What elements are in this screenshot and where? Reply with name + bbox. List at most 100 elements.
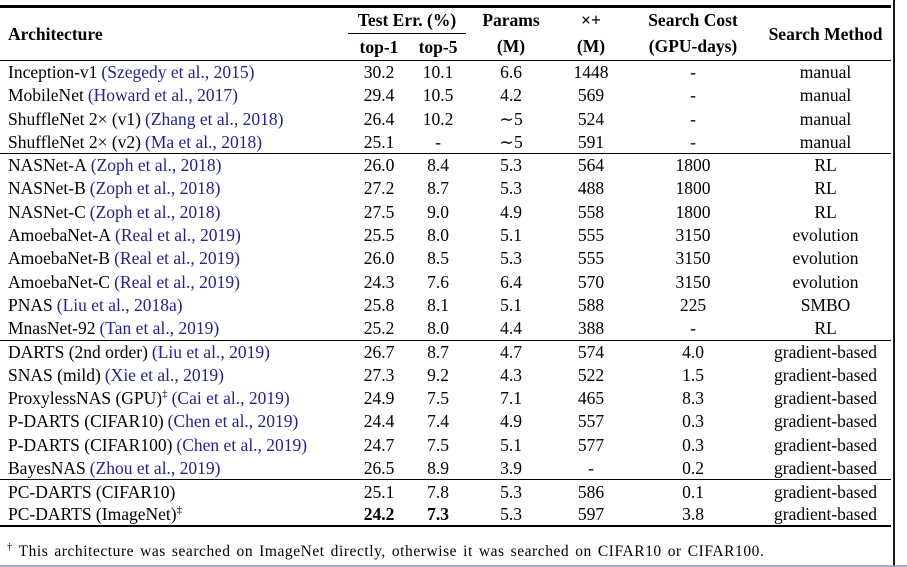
citation-link[interactable]: (Xie et al., 2019) (104, 364, 224, 385)
citation-link[interactable]: (Tan et al., 2019) (99, 317, 220, 338)
cell-architecture: AmoebaNet-C (Real et al., 2019) (0, 270, 348, 293)
cell-top1: 27.2 (363, 178, 395, 199)
cell-top1: 24.9 (363, 388, 395, 409)
cell-architecture: MobileNet (Howard et al., 2017) (0, 84, 348, 107)
architecture-name: BayesNAS (8, 457, 86, 478)
table-row: Inception-v1 (Szegedy et al., 2015) 30.2 10… (0, 61, 891, 84)
table-row: MnasNet-92 (Tan et al., 2019) 25.2 8.0 4.4 38… (0, 317, 891, 340)
architecture-name: PC-DARTS (ImageNet) (8, 504, 177, 525)
cell-params: 4.2 (500, 85, 522, 106)
cell-architecture: ShuffleNet 2× (v1) (Zhang et al., 2018) (0, 107, 348, 130)
architecture-name: MnasNet-92 (8, 317, 96, 338)
cell-top1: 26.4 (363, 108, 395, 129)
cell-search-method: gradient-based (774, 341, 878, 362)
citation-link[interactable]: (Howard et al., 2017) (87, 85, 238, 106)
cell-mult-adds: 597 (577, 504, 605, 525)
table-row: AmoebaNet-B (Real et al., 2019) 26.0 8.5 5.3… (0, 247, 891, 270)
citation-link[interactable]: (Real et al., 2019) (114, 248, 240, 269)
table-row: SNAS (mild) (Xie et al., 2019) 27.3 9.2 4.3 5… (0, 363, 891, 386)
cell-search-method: evolution (792, 225, 859, 246)
citation-link[interactable]: (Zoph et al., 2018) (90, 155, 222, 176)
citation-link[interactable]: (Chen et al., 2019) (176, 434, 308, 455)
cell-top5: 10.5 (422, 85, 454, 106)
table-row: P-DARTS (CIFAR100) (Chen et al., 2019) 24.… (0, 433, 891, 456)
cell-top1: 27.3 (363, 364, 395, 385)
cell-search-cost: 3150 (675, 225, 711, 246)
cell-params: 4.4 (500, 317, 522, 338)
cell-search-cost: - (690, 317, 696, 338)
citation-link[interactable]: (Real et al., 2019) (115, 225, 241, 246)
architecture-name: PNAS (8, 294, 53, 315)
architecture-name: ShuffleNet 2× (v2) (8, 131, 141, 152)
cell-search-cost: 1800 (675, 155, 711, 176)
cell-top5: 9.0 (427, 201, 449, 222)
citation-link[interactable]: (Zoph et al., 2018) (89, 178, 221, 199)
table-row: P-DARTS (CIFAR10) (Chen et al., 2019) 24.4… (0, 410, 891, 433)
cell-search-cost: 1800 (675, 178, 711, 199)
cell-mult-adds: 588 (577, 294, 605, 315)
citation-link[interactable]: (Ma et al., 2018) (145, 131, 263, 152)
cell-top5: 7.5 (427, 434, 449, 455)
cell-search-cost: 3150 (675, 271, 711, 292)
cell-top5: 9.2 (427, 364, 449, 385)
architecture-name: Inception-v1 (8, 62, 98, 83)
table-row: NASNet-A (Zoph et al., 2018) 26.0 8.4 5.3 564… (0, 154, 891, 177)
cell-top5: 8.7 (427, 178, 449, 199)
architecture-name: NASNet-B (8, 178, 86, 199)
col-search-method: Search Method (768, 23, 883, 44)
cell-mult-adds: 591 (577, 131, 605, 152)
citation-link[interactable]: (Zhou et al., 2019) (89, 457, 221, 478)
cell-architecture: NASNet-B (Zoph et al., 2018) (0, 177, 348, 200)
cell-search-method: gradient-based (774, 504, 878, 525)
citation-link[interactable]: (Real et al., 2019) (114, 271, 240, 292)
citation-link[interactable]: (Chen et al., 2019) (167, 411, 299, 432)
citation-link[interactable]: (Zhang et al., 2018) (145, 108, 284, 129)
cell-top1: 24.4 (363, 411, 395, 432)
citation-link[interactable]: (Szegedy et al., 2015) (101, 62, 255, 83)
cell-top1: 27.5 (363, 201, 395, 222)
table-row: BayesNAS (Zhou et al., 2019) 26.5 8.9 3.9 - 0.… (0, 457, 891, 480)
cell-search-cost: 8.3 (682, 388, 704, 409)
architecture-name: DARTS (2nd order) (8, 341, 148, 362)
table-row: ProxylessNAS (GPU)‡ (Cai et al., 2019) 24.… (0, 387, 891, 410)
table-group: PC-DARTS (CIFAR10) 25.1 7.8 5.3 586 0.1 gradie… (0, 479, 892, 527)
cell-search-method: RL (814, 155, 837, 176)
dagger-marker: † (7, 542, 13, 553)
table-row: ShuffleNet 2× (v2) (Ma et al., 2018) 25.1 -… (0, 130, 891, 153)
table-row: DARTS (2nd order) (Liu et al., 2019) 26.7 8… (0, 340, 891, 363)
cell-top1: 25.1 (363, 131, 395, 152)
cell-search-cost: - (690, 108, 696, 129)
col-test-err: Test Err. (%) (348, 6, 467, 34)
cell-params: 5.1 (500, 434, 522, 455)
citation-link[interactable]: (Zoph et al., 2018) (89, 201, 221, 222)
cell-search-cost: 3150 (675, 248, 711, 269)
cell-top5: 10.1 (422, 62, 454, 83)
cell-params: 3.9 (500, 457, 522, 478)
cell-mult-adds: 555 (577, 225, 605, 246)
table-header: Architecture Test Err. (%) Params ×+ Sea… (0, 6, 892, 61)
architecture-name: PC-DARTS (CIFAR10) (8, 481, 176, 502)
cell-search-method: evolution (792, 271, 859, 292)
citation-link[interactable]: (Cai et al., 2019) (171, 388, 290, 409)
cell-top1: 25.2 (363, 317, 395, 338)
cell-architecture: SNAS (mild) (Xie et al., 2019) (0, 363, 348, 386)
cell-top5: 8.1 (427, 294, 449, 315)
cell-search-method: SMBO (800, 294, 851, 315)
cell-search-cost: 0.3 (682, 411, 704, 432)
architecture-name: P-DARTS (CIFAR10) (8, 411, 164, 432)
cell-search-cost: 225 (679, 294, 707, 315)
cell-top5: 8.0 (427, 317, 449, 338)
cell-mult-adds: 570 (577, 271, 605, 292)
cell-params: 4.9 (500, 201, 522, 222)
table-row: PC-DARTS (CIFAR10) 25.1 7.8 5.3 586 0.1 gradie… (0, 480, 891, 503)
citation-link[interactable]: (Liu et al., 2019) (151, 341, 270, 362)
architecture-name: ShuffleNet 2× (v1) (8, 108, 141, 129)
cell-mult-adds: 574 (577, 341, 605, 362)
cell-params: ∼5 (499, 131, 523, 152)
table-row: ShuffleNet 2× (v1) (Zhang et al., 2018) 26… (0, 107, 891, 130)
cell-search-cost: - (690, 62, 696, 83)
cell-mult-adds: 524 (577, 108, 605, 129)
cell-search-cost: 3.8 (682, 504, 704, 525)
cell-top5: 8.4 (427, 155, 449, 176)
citation-link[interactable]: (Liu et al., 2018a) (56, 294, 183, 315)
